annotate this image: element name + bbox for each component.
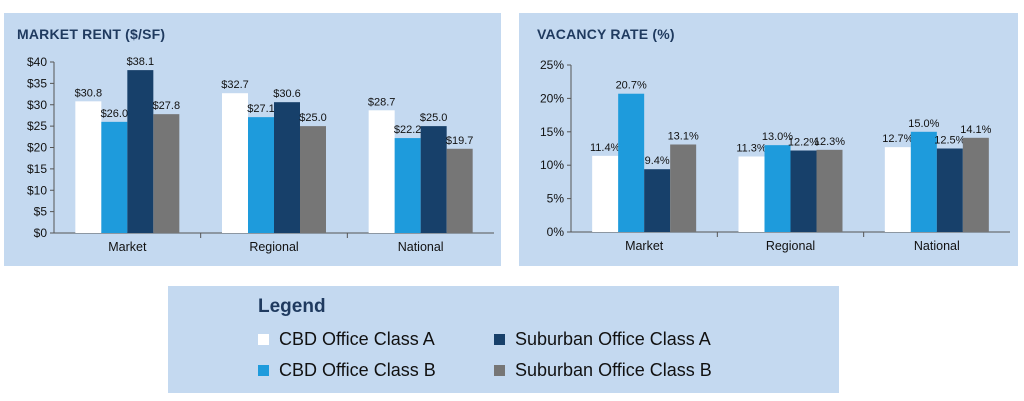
data-label: 14.1%: [960, 124, 991, 136]
bar: [670, 144, 697, 232]
bar: [446, 148, 473, 233]
y-tick-label: $15: [27, 162, 47, 176]
x-tick-label: Market: [625, 239, 664, 253]
data-label: 20.7%: [616, 80, 647, 92]
vacancy-rate-panel: VACANCY RATE (%) 0% 5% 10% 15% 20% 25% Market 1…: [519, 13, 1018, 266]
bar: [592, 155, 619, 232]
data-label: 13.1%: [668, 130, 699, 142]
data-label: $38.1: [127, 56, 155, 68]
data-label: 12.3%: [814, 136, 845, 148]
bar: [394, 138, 421, 233]
legend-swatch: [258, 334, 269, 345]
data-label: $30.8: [75, 87, 103, 99]
bar: [936, 148, 963, 232]
legend-item-suburban-class-a: Suburban Office Class A: [494, 329, 711, 350]
y-tick-label: $5: [34, 205, 48, 219]
data-label: $30.6: [273, 88, 301, 100]
x-tick-label: Regional: [766, 239, 815, 253]
legend-label: CBD Office Class B: [279, 360, 436, 380]
data-label: $22.2: [394, 124, 422, 136]
data-label: $32.7: [221, 79, 249, 91]
x-tick-label: National: [914, 239, 960, 253]
bar: [618, 93, 645, 232]
market-rent-chart: $0 $5 $10 $15 $20 $25 $30 $35 $40 Market $30.8 $26.…: [27, 55, 494, 254]
bar: [910, 131, 937, 232]
y-tick-label: $0: [34, 226, 48, 240]
x-tick-label: National: [398, 240, 444, 254]
legend-swatch: [494, 334, 505, 345]
bar: [644, 169, 671, 232]
data-label: 12.2%: [788, 137, 819, 149]
y-tick-label: 25%: [540, 58, 564, 72]
bar: [300, 126, 326, 233]
market-rent-title: MARKET RENT ($/SF): [17, 26, 166, 42]
x-tick-label: Market: [108, 240, 147, 254]
legend-title: Legend: [258, 296, 326, 317]
bar: [222, 93, 248, 234]
legend-swatch: [494, 365, 505, 376]
data-label: 9.4%: [645, 155, 670, 167]
market-rent-panel: MARKET RENT ($/SF) $0 $5 $10 $15 $20 $25 $30 $3…: [4, 13, 501, 266]
y-tick-label: 0%: [547, 225, 565, 239]
data-label: $26.0: [101, 108, 129, 120]
data-label: 15.0%: [908, 118, 939, 130]
y-tick-label: 20%: [540, 91, 564, 105]
vacancy-rate-title: VACANCY RATE (%): [537, 26, 675, 42]
legend-item-cbd-class-a: CBD Office Class A: [258, 329, 435, 350]
data-label: $19.7: [446, 135, 474, 147]
y-tick-label: $40: [27, 55, 47, 69]
bar: [420, 126, 447, 233]
y-tick-label: 5%: [547, 192, 565, 206]
legend: Legend CBD Office Class A Suburban Offic…: [168, 286, 839, 393]
bar: [153, 114, 180, 233]
y-tick-label: 15%: [540, 125, 564, 139]
y-tick-label: $35: [27, 76, 47, 90]
y-tick-label: $20: [27, 141, 47, 155]
y-tick-label: $30: [27, 98, 47, 112]
bar: [962, 137, 989, 232]
data-label: 13.0%: [762, 131, 793, 143]
data-label: 11.3%: [736, 143, 767, 155]
legend-item-cbd-class-b: CBD Office Class B: [258, 360, 436, 381]
data-label: $27.1: [247, 103, 275, 115]
bar: [101, 121, 128, 233]
legend-swatch: [258, 365, 269, 376]
data-label: $27.8: [153, 100, 181, 112]
y-tick-label: $25: [27, 119, 47, 133]
data-label: 12.5%: [934, 135, 965, 147]
y-tick-label: 10%: [540, 158, 564, 172]
data-label: $25.0: [299, 112, 327, 124]
bar: [248, 117, 274, 233]
data-label: $25.0: [420, 112, 448, 124]
data-label: 12.7%: [882, 133, 913, 145]
bar: [738, 156, 765, 232]
legend-label: Suburban Office Class A: [515, 329, 711, 349]
legend-label: Suburban Office Class B: [515, 360, 712, 380]
bar: [884, 147, 911, 232]
bar: [127, 70, 154, 233]
data-label: 11.4%: [590, 142, 621, 154]
bar: [368, 110, 395, 233]
vacancy-rate-chart: 0% 5% 10% 15% 20% 25% Market 11.4% 20.7% 9.4% 13.1…: [540, 58, 1010, 253]
bar: [790, 150, 817, 232]
legend-item-suburban-class-b: Suburban Office Class B: [494, 360, 712, 381]
legend-label: CBD Office Class A: [279, 329, 435, 349]
bar: [75, 101, 102, 233]
bar: [816, 149, 843, 232]
y-tick-label: $10: [27, 183, 47, 197]
x-tick-label: Regional: [249, 240, 298, 254]
data-label: $28.7: [368, 96, 396, 108]
bar: [764, 145, 791, 232]
bar: [274, 102, 300, 233]
